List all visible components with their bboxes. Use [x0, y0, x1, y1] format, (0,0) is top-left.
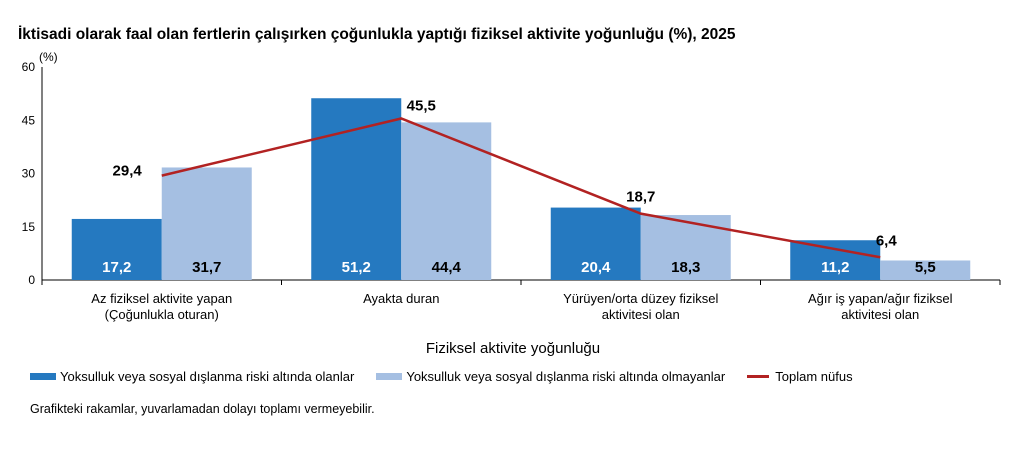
legend-swatch-series-1	[30, 373, 56, 380]
x-tick-label-0-1: (Çoğunlukla oturan)	[105, 307, 219, 322]
bar-label-series2-2: 18,3	[671, 259, 700, 276]
y-unit-label: (%)	[39, 50, 58, 64]
bar-series2-2	[640, 215, 731, 280]
chart-title: İktisadi olarak faal olan fertlerin çalı…	[18, 26, 736, 43]
legend-swatch-series-3	[747, 375, 770, 378]
bar-label-series2-3: 5,5	[915, 259, 936, 276]
legend-item-series-3: Toplam nüfus	[729, 369, 853, 384]
x-tick-label-2-1: aktivitesi olan	[602, 307, 680, 322]
y-tick-label-4: 60	[22, 60, 36, 74]
bar-label-series2-1: 44,4	[432, 259, 462, 276]
bar-series1-2	[550, 207, 641, 280]
bar-series2-1	[401, 122, 492, 280]
legend-label-series-2: Yoksulluk veya sosyal dışlanma riski alt…	[406, 369, 726, 384]
x-tick-label-3-1: aktivitesi olan	[841, 307, 919, 322]
bar-label-series1-0: 17,2	[102, 259, 131, 276]
legend-item-series-2: Yoksulluk veya sosyal dışlanma riski alt…	[376, 369, 725, 384]
bar-series1-3	[790, 240, 881, 280]
legend-item-series-1: Yoksulluk veya sosyal dışlanma riski alt…	[30, 369, 354, 384]
y-tick-label-3: 45	[22, 113, 36, 127]
legend: Yoksulluk veya sosyal dışlanma riski alt…	[30, 369, 857, 384]
line-label-1: 45,5	[407, 97, 436, 114]
x-axis-label: Fiziksel aktivite yoğunluğu	[425, 340, 601, 357]
y-tick-label-1: 15	[22, 220, 36, 234]
bar-label-series2-0: 31,7	[192, 259, 221, 276]
bar-label-series1-1: 51,2	[342, 259, 371, 276]
line-label-0: 29,4	[113, 163, 143, 180]
bar-series2-3	[880, 260, 971, 280]
legend-label-series-3: Toplam nüfus	[775, 369, 853, 384]
legend-swatch-series-2	[376, 373, 403, 380]
line-series-total	[161, 117, 881, 259]
bar-label-series1-2: 20,4	[581, 259, 611, 276]
y-tick-label-0: 0	[28, 273, 35, 287]
x-tick-label-1-0: Ayakta duran	[363, 291, 439, 306]
legend-label-series-1: Yoksulluk veya sosyal dışlanma riski alt…	[60, 369, 355, 384]
footnote: Grafikteki rakamlar, yuvarlamadan dolayı…	[30, 402, 375, 416]
bar-series2-0	[161, 167, 252, 280]
line-label-2: 18,7	[626, 189, 655, 206]
line-label-3: 6,4	[876, 232, 898, 249]
y-tick-label-2: 30	[22, 167, 36, 181]
bar-series1-0	[71, 218, 162, 280]
x-tick-label-2-0: Yürüyen/orta düzey fiziksel	[563, 291, 718, 306]
x-tick-label-0-0: Az fiziksel aktivite yapan	[91, 291, 232, 306]
x-tick-label-3-0: Ağır iş yapan/ağır fiziksel	[808, 291, 953, 306]
bar-series1-1	[311, 98, 402, 281]
bar-label-series1-3: 11,2	[821, 259, 849, 276]
